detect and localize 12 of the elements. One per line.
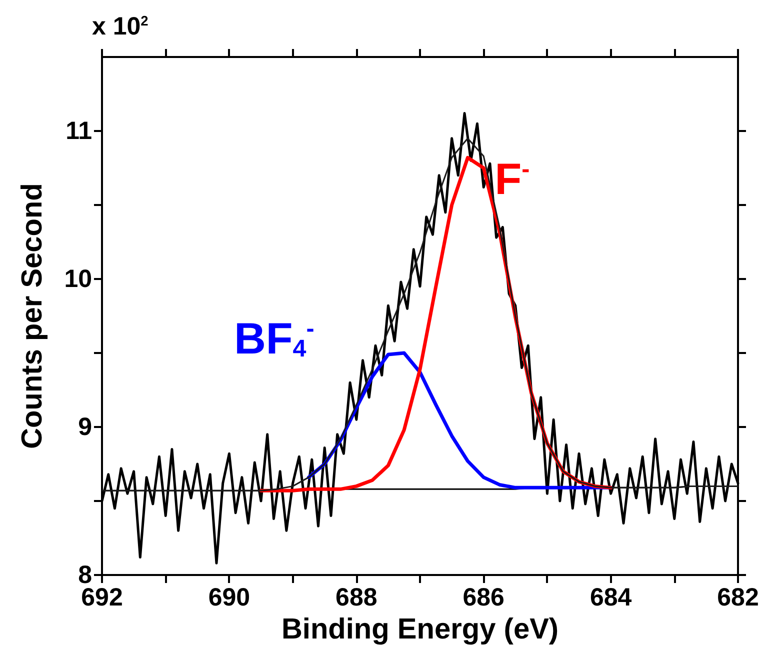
x-axis-title: Binding Energy (eV) bbox=[281, 614, 559, 646]
series-label: BF4- bbox=[234, 314, 314, 364]
y-tick-label: 9 bbox=[78, 413, 92, 441]
y-tick-label: 11 bbox=[66, 117, 92, 145]
x-tick-label: 682 bbox=[717, 584, 759, 612]
x-tick-label: 690 bbox=[208, 584, 250, 612]
y-axis-title: Counts per Second bbox=[16, 183, 48, 449]
series-label: F- bbox=[494, 155, 530, 204]
y-tick-label: 10 bbox=[64, 265, 92, 293]
x-tick-label: 684 bbox=[590, 584, 632, 612]
x-tick-label: 688 bbox=[336, 584, 378, 612]
x-tick-label: 686 bbox=[462, 584, 504, 612]
